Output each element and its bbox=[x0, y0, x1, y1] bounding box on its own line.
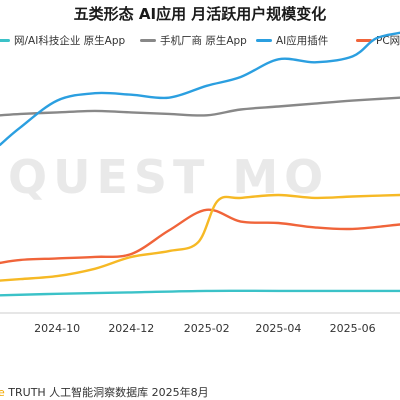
series-line-5 bbox=[0, 193, 400, 282]
legend-item: 手机厂商 原生App bbox=[140, 33, 247, 48]
legend-swatch bbox=[256, 39, 272, 42]
x-tick-label: 2025-06 bbox=[330, 322, 376, 335]
x-tick-label: 2024-10 bbox=[34, 322, 80, 335]
legend-swatch bbox=[0, 39, 10, 42]
series-layer bbox=[0, 31, 400, 297]
x-tick-label: 2025-04 bbox=[255, 322, 301, 335]
legend-label: AI应用插件 bbox=[276, 35, 329, 47]
legend-swatch bbox=[140, 39, 156, 42]
series-line-3 bbox=[0, 31, 400, 147]
x-tick-label: 2025-02 bbox=[184, 322, 230, 335]
legend-item: AI应用插件 bbox=[256, 33, 328, 48]
legend-swatch bbox=[356, 39, 372, 42]
legend-label: 手机厂商 原生App bbox=[160, 35, 247, 47]
legend-label: PC网页 bbox=[376, 35, 400, 47]
legend-item: PC网页 bbox=[356, 33, 400, 48]
legend-label: 网/AI科技企业 原生App bbox=[14, 35, 126, 47]
series-line-2 bbox=[0, 96, 400, 117]
series-line-1 bbox=[0, 289, 400, 297]
chart-title: 五类形态 AI应用 月活跃用户规模变化 bbox=[73, 5, 327, 23]
x-tick-label: 2024-12 bbox=[108, 322, 154, 335]
series-line-4 bbox=[0, 208, 400, 265]
source-brand: e bbox=[0, 386, 5, 399]
source-text: TRUTH 人工智能洞察数据库 2025年8月 bbox=[4, 386, 209, 399]
x-tick-layer: 2024-10 2024-12 2025-02 2025-04 2025-06 bbox=[34, 322, 375, 335]
legend-item: 网/AI科技企业 原生App bbox=[0, 33, 125, 48]
chart-legend: 网/AI科技企业 原生App 手机厂商 原生App AI应用插件 PC网页 bbox=[0, 33, 400, 53]
source-note: e TRUTH 人工智能洞察数据库 2025年8月 bbox=[0, 384, 209, 400]
